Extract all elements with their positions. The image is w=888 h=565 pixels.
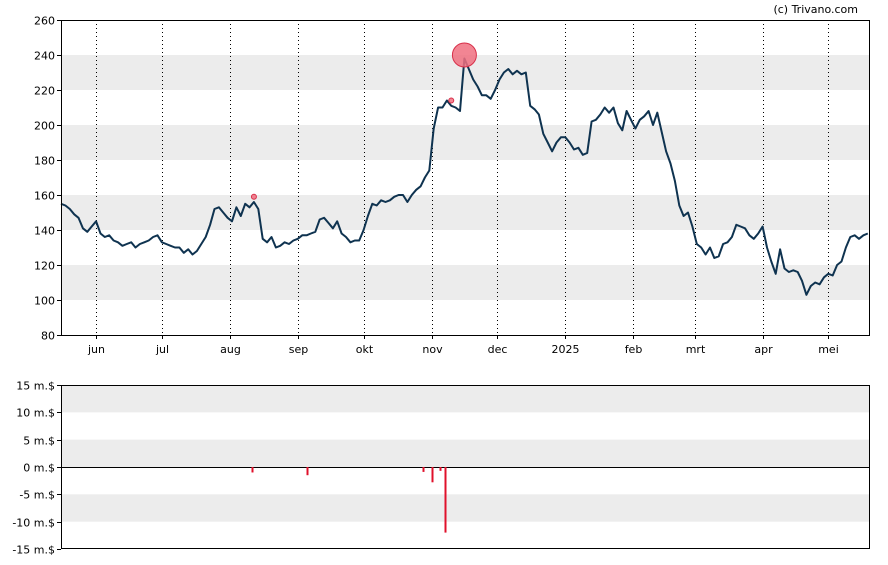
insider-y-axis-ticks: -15 m.$ -10 m.$ -5 m.$ 0 m.$ 5 m.$ 10 m.$ 15 m… — [12, 380, 61, 557]
insider-band — [61, 385, 870, 413]
insider-grid-bands — [61, 385, 870, 522]
y-tick-label: 160 — [34, 190, 55, 203]
x-tick-label: feb — [625, 343, 643, 356]
y-tick-label: 15 m.$ — [16, 380, 55, 393]
price-x-axis-ticks: jun jul aug sep okt nov dec 2025 feb mrt apr mei — [87, 335, 839, 356]
price-plot-frame — [61, 20, 870, 336]
x-tick-label: 2025 — [552, 343, 580, 356]
y-tick-label: 220 — [34, 85, 55, 98]
insider-marker — [250, 193, 257, 200]
y-tick-label: 140 — [34, 225, 55, 238]
y-tick-label: 80 — [41, 330, 55, 343]
x-tick-label: sep — [289, 343, 308, 356]
price-band — [61, 265, 870, 300]
y-tick-label: 0 m.$ — [23, 462, 55, 475]
insider-plot-frame — [61, 385, 870, 549]
x-tick-label: apr — [754, 343, 773, 356]
y-tick-label: 240 — [34, 50, 55, 63]
x-tick-label: dec — [488, 343, 508, 356]
y-tick-label: 120 — [34, 260, 55, 273]
price-panel: 80 100 120 140 160 180 200 220 240 260 jun jul aug s… — [34, 15, 870, 356]
insider-marker — [448, 97, 455, 104]
x-tick-label: mrt — [686, 343, 706, 356]
price-band — [61, 125, 870, 160]
y-tick-label: 180 — [34, 155, 55, 168]
price-y-axis-ticks: 80 100 120 140 160 180 200 220 240 260 — [34, 15, 61, 343]
price-grid-bands — [61, 55, 870, 300]
x-tick-label: aug — [220, 343, 241, 356]
y-tick-label: 260 — [34, 15, 55, 28]
x-tick-label: jun — [87, 343, 105, 356]
insider-band — [61, 439, 870, 467]
price-month-gridlines — [96, 20, 829, 335]
y-tick-label: -5 m.$ — [19, 489, 55, 502]
y-tick-label: -15 m.$ — [12, 544, 55, 557]
insider-bars — [251, 467, 447, 533]
insider-band — [61, 494, 870, 522]
price-series-line — [60, 57, 869, 296]
y-tick-label: -10 m.$ — [12, 517, 55, 530]
price-annotations — [250, 42, 477, 200]
y-tick-label: 100 — [34, 295, 55, 308]
y-tick-label: 200 — [34, 120, 55, 133]
x-tick-label: mei — [818, 343, 839, 356]
insider-panel: -15 m.$ -10 m.$ -5 m.$ 0 m.$ 5 m.$ 10 m.$ 15 m… — [12, 380, 870, 557]
x-tick-label: jul — [155, 343, 169, 356]
y-tick-label: 10 m.$ — [16, 407, 55, 420]
x-tick-label: okt — [356, 343, 374, 356]
insider-marker — [451, 42, 477, 68]
price-band — [61, 195, 870, 230]
x-tick-label: nov — [422, 343, 443, 356]
credit-label: (c) Trivano.com — [773, 3, 858, 16]
y-tick-label: 5 m.$ — [23, 435, 55, 448]
